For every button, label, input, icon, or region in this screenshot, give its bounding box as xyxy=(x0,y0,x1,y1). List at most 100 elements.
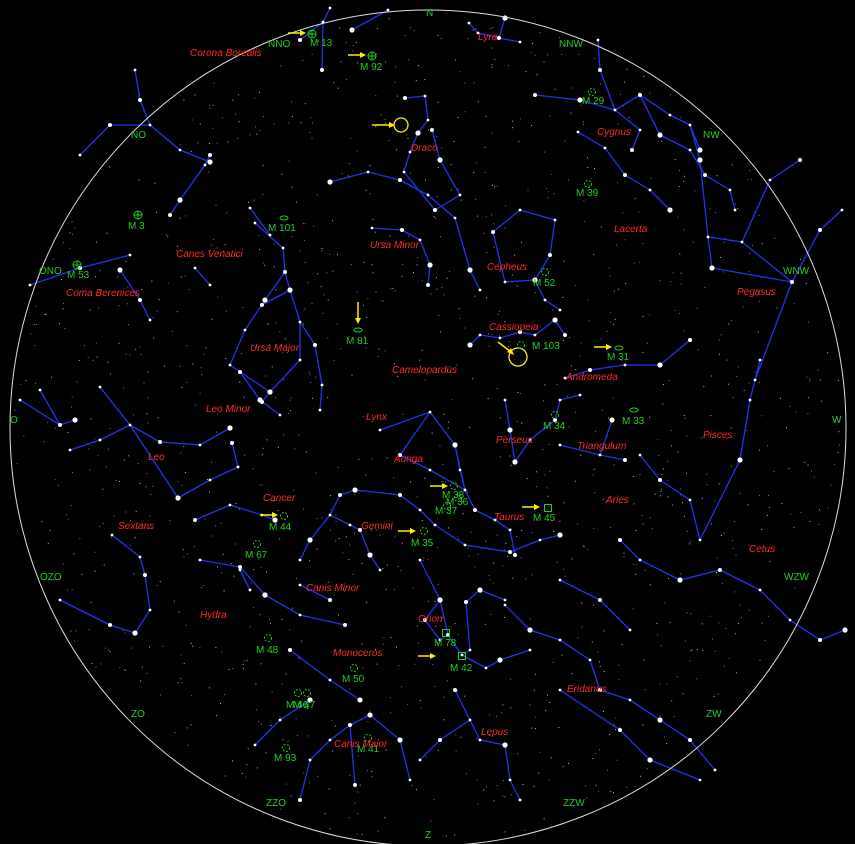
faint-star xyxy=(165,234,167,236)
constellation-camelopardus[interactable]: Camelopardus xyxy=(392,365,457,376)
m93-cluster-icon[interactable] xyxy=(282,744,290,752)
faint-star xyxy=(550,757,552,759)
constellation-andromeda[interactable]: Andromeda xyxy=(565,372,618,383)
constellation-orion[interactable]: Orion xyxy=(418,614,443,625)
constellation-lepus[interactable]: Lepus xyxy=(481,727,508,738)
faint-star xyxy=(203,585,205,586)
m52-label: M 52 xyxy=(533,278,556,289)
faint-star xyxy=(735,554,737,556)
faint-star xyxy=(620,359,622,361)
faint-star xyxy=(237,138,239,139)
constellation-triangulum[interactable]: Triangulum xyxy=(577,441,626,452)
m37-cluster-icon[interactable] xyxy=(443,502,451,510)
bright-star xyxy=(688,738,692,742)
faint-star xyxy=(425,179,426,181)
constellation-canes-venatici[interactable]: Canes Venatici xyxy=(176,249,244,260)
constellation-gemini[interactable]: Gemini xyxy=(361,521,393,532)
m101-galaxy-icon[interactable] xyxy=(279,215,289,221)
m78-nebula-icon[interactable] xyxy=(442,629,450,637)
faint-star xyxy=(357,813,359,814)
m35-cluster-icon[interactable] xyxy=(420,527,428,535)
m52-cluster-icon[interactable] xyxy=(541,268,549,276)
arrow-head-m44 xyxy=(272,512,278,518)
constellation-aries[interactable]: Aries xyxy=(605,495,629,506)
constellation-hydra[interactable]: Hydra xyxy=(200,610,227,621)
faint-star xyxy=(484,146,486,148)
faint-star xyxy=(544,474,546,476)
constellation-canis-major[interactable]: Canis Major xyxy=(334,739,388,750)
faint-star xyxy=(790,513,792,515)
bright-star xyxy=(428,410,432,414)
constellation-auriga[interactable]: Auriga xyxy=(393,454,423,465)
constellation-pisces[interactable]: Pisces xyxy=(703,430,732,441)
m29-cluster-icon[interactable] xyxy=(588,88,596,96)
m47-cluster-icon[interactable] xyxy=(303,689,311,697)
constellation-leo-minor[interactable]: Leo Minor xyxy=(206,404,251,415)
constellation-corona-borealis[interactable]: Corona Borealis xyxy=(190,48,262,59)
m36-cluster-icon[interactable] xyxy=(454,494,462,502)
m38-cluster-icon[interactable] xyxy=(450,482,458,490)
faint-star xyxy=(302,223,304,224)
m50-cluster-icon[interactable] xyxy=(350,664,358,672)
faint-star xyxy=(591,641,593,643)
faint-star xyxy=(672,504,674,506)
constellation-cetus[interactable]: Cetus xyxy=(749,544,775,555)
faint-star xyxy=(389,235,391,237)
faint-star xyxy=(337,87,339,89)
m36-label: M 36 xyxy=(446,497,469,508)
constellation-cygnus[interactable]: Cygnus xyxy=(597,127,631,138)
cassiopeia-target-marker[interactable] xyxy=(508,347,528,367)
faint-star xyxy=(69,247,71,249)
faint-star xyxy=(764,640,766,642)
faint-star xyxy=(644,569,646,571)
constellation-taurus[interactable]: Taurus xyxy=(494,512,524,523)
faint-star xyxy=(337,466,339,468)
m41-cluster-icon[interactable] xyxy=(364,734,372,742)
m46-cluster-icon[interactable] xyxy=(294,689,302,697)
faint-star xyxy=(496,185,498,187)
faint-star xyxy=(623,552,625,554)
constellation-ursa-minor[interactable]: Ursa Minor xyxy=(370,240,420,251)
m44-cluster-icon[interactable] xyxy=(280,512,288,520)
constellation-cepheus[interactable]: Cepheus xyxy=(487,262,527,273)
m34-cluster-icon[interactable] xyxy=(551,411,559,419)
faint-star xyxy=(476,779,478,781)
faint-star xyxy=(213,611,215,613)
m42-nebula-icon[interactable] xyxy=(458,652,466,660)
m33-galaxy-icon[interactable] xyxy=(629,407,639,413)
constellation-canis-minor[interactable]: Canis Minor xyxy=(306,583,360,594)
constellation-monoceros[interactable]: Monoceros xyxy=(333,648,382,659)
constellation-lynx[interactable]: Lynx xyxy=(366,412,388,423)
constellation-cancer[interactable]: Cancer xyxy=(263,493,296,504)
faint-star xyxy=(759,381,761,383)
faint-star xyxy=(375,648,376,650)
m45-nebula-icon[interactable] xyxy=(544,504,552,512)
constellation-leo[interactable]: Leo xyxy=(148,452,165,463)
m48-cluster-icon[interactable] xyxy=(264,634,272,642)
m39-cluster-icon[interactable] xyxy=(584,180,592,188)
faint-star xyxy=(690,650,692,652)
m31-galaxy-icon[interactable] xyxy=(614,345,624,351)
bright-star xyxy=(228,503,232,507)
constellation-eridanus[interactable]: Eridanus xyxy=(567,684,606,695)
faint-star xyxy=(303,772,305,774)
m67-cluster-icon[interactable] xyxy=(253,540,261,548)
faint-star xyxy=(303,508,305,510)
constellation-lyra[interactable]: Lyra xyxy=(478,32,498,43)
constellation-ursa-major[interactable]: Ursa Major xyxy=(250,343,300,354)
faint-star xyxy=(671,700,673,702)
constellation-cassiopeia[interactable]: Cassiopeia xyxy=(489,322,539,333)
faint-star xyxy=(625,283,627,284)
faint-star xyxy=(376,53,378,55)
constellation-lacerta[interactable]: Lacerta xyxy=(614,224,648,235)
constellation-draco[interactable]: Draco xyxy=(411,143,438,154)
constellation-pegasus[interactable]: Pegasus xyxy=(737,287,776,298)
m81-galaxy-icon[interactable] xyxy=(353,327,363,333)
constellation-sextans[interactable]: Sextans xyxy=(118,521,154,532)
faint-star xyxy=(680,488,682,490)
constellation-perseus[interactable]: Perseus xyxy=(496,435,533,446)
m103-cluster-icon[interactable] xyxy=(517,341,525,349)
constellation-coma-berenices[interactable]: Coma Berenices xyxy=(66,288,140,299)
faint-star xyxy=(408,59,410,61)
faint-star xyxy=(419,359,421,361)
